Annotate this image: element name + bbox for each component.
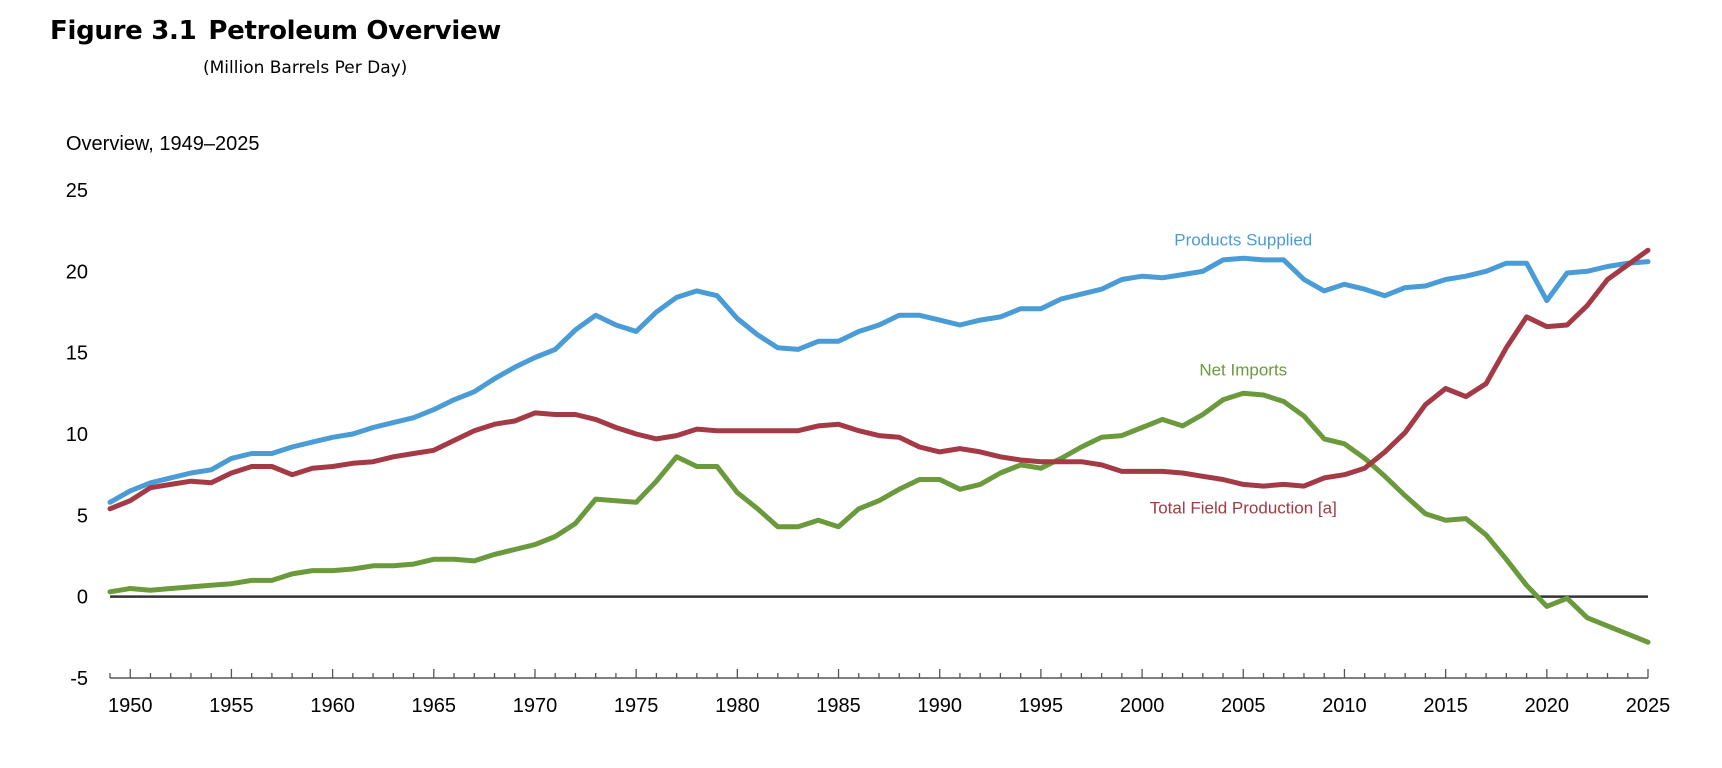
x-tick-label: 2010 (1322, 695, 1367, 717)
x-tick-label: 2000 (1120, 695, 1165, 717)
figure-number: Figure 3.1 (50, 16, 197, 46)
series-line (107, 255, 1651, 505)
y-tick-label: -5 (70, 668, 88, 690)
y-tick-label: 5 (77, 505, 88, 527)
chart-title: Overview, 1949–2025 (66, 133, 260, 155)
x-tick-label: 2005 (1221, 695, 1266, 717)
y-tick-label: 25 (66, 180, 88, 202)
series-line (107, 247, 1651, 512)
x-tick-label: 1970 (513, 695, 558, 717)
x-tick-label: 1985 (816, 695, 861, 717)
x-tick-label: 1975 (614, 695, 659, 717)
series-label: Products Supplied (1174, 230, 1312, 249)
x-tick-label: 2015 (1423, 695, 1468, 717)
x-tick-label: 2025 (1626, 695, 1671, 717)
figure-subtitle: (Million Barrels Per Day) (203, 58, 408, 78)
y-tick-label: 0 (77, 587, 88, 609)
x-tick-label: 1955 (209, 695, 254, 717)
x-tick-label: 1950 (108, 695, 153, 717)
y-tick-label: 20 (66, 261, 88, 283)
series-line (107, 390, 1651, 645)
chart-series (107, 247, 1651, 645)
y-tick-label: 10 (66, 424, 88, 446)
figure-title: Figure 3.1 Petroleum Overview (50, 16, 501, 46)
x-tick-label: 1990 (917, 695, 962, 717)
x-tick-label: 1995 (1019, 695, 1064, 717)
figure-title-text: Petroleum Overview (208, 16, 501, 46)
x-tick-label: 1965 (412, 695, 457, 717)
chart-series-labels: Products Supplied Net Imports Total Field … (1150, 230, 1337, 517)
series-label: Net Imports (1199, 360, 1287, 379)
series-label: Total Field Production [a] (1150, 499, 1337, 518)
x-tick-label: 2020 (1525, 695, 1570, 717)
x-tick-label: 1960 (310, 695, 355, 717)
y-tick-label: 15 (66, 343, 88, 365)
x-tick-label: 1980 (715, 695, 760, 717)
